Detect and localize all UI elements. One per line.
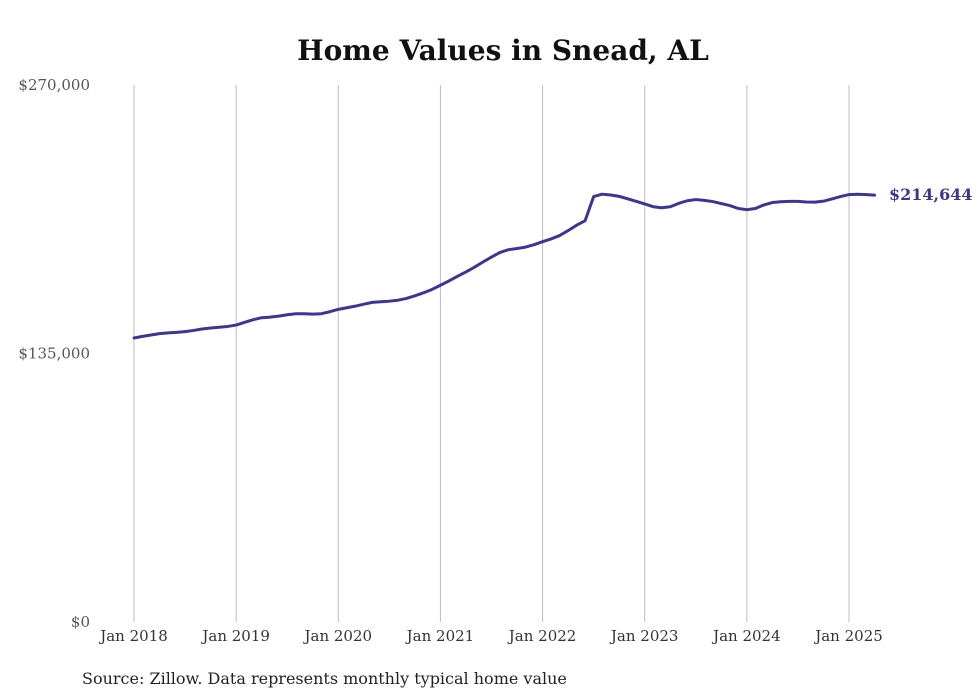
y-tick-label: $270,000 — [18, 76, 90, 94]
x-tick-label: Jan 2021 — [405, 627, 475, 645]
y-axis-ticks: $0 $135,000 $270,000 — [18, 76, 90, 631]
chart-title: Home Values in Snead, AL — [297, 34, 709, 67]
x-tick-label: Jan 2025 — [813, 627, 883, 645]
x-tick-label: Jan 2020 — [303, 627, 373, 645]
source-note: Source: Zillow. Data represents monthly … — [82, 669, 567, 688]
y-tick-label: $0 — [71, 613, 90, 631]
x-tick-label: Jan 2024 — [711, 627, 781, 645]
y-tick-label: $135,000 — [18, 345, 90, 363]
x-axis-ticks: Jan 2018 Jan 2019 Jan 2020 Jan 2021 Jan 2022… — [98, 627, 883, 645]
x-tick-label: Jan 2019 — [200, 627, 270, 645]
x-tick-label: Jan 2023 — [609, 627, 679, 645]
x-tick-label: Jan 2018 — [98, 627, 168, 645]
series-line-home-value — [132, 192, 877, 340]
gridlines — [133, 85, 850, 622]
x-tick-label: Jan 2022 — [507, 627, 577, 645]
end-value-label: $214,644 — [889, 185, 973, 204]
